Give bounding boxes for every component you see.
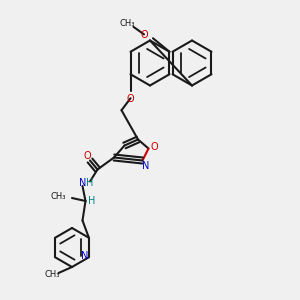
Text: CH₃: CH₃ xyxy=(50,192,66,201)
Text: O: O xyxy=(150,142,158,152)
Text: O: O xyxy=(140,30,148,40)
Text: H: H xyxy=(86,178,94,188)
Text: CH₃: CH₃ xyxy=(120,19,135,28)
Text: O: O xyxy=(83,151,91,161)
Text: H: H xyxy=(88,196,95,206)
Text: N: N xyxy=(79,178,86,188)
Text: N: N xyxy=(81,251,88,261)
Text: CH₃: CH₃ xyxy=(45,270,60,279)
Text: O: O xyxy=(127,94,134,104)
Text: N: N xyxy=(142,161,150,171)
